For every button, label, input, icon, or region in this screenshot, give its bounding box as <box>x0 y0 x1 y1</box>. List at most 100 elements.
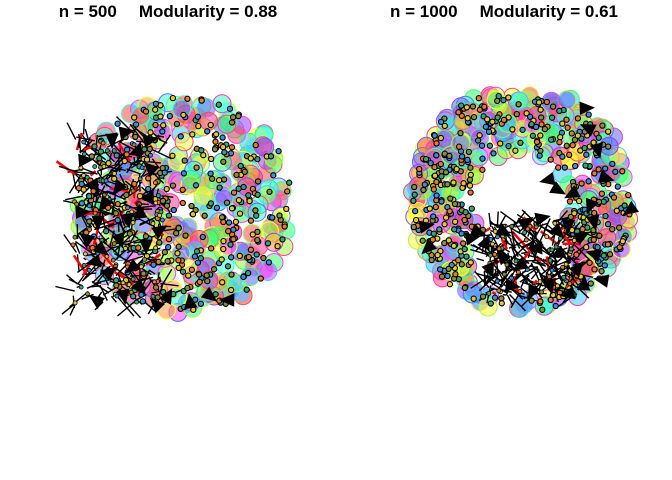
vertex <box>599 122 606 129</box>
vertex <box>252 207 259 214</box>
edge <box>133 276 154 284</box>
edge <box>508 267 511 270</box>
vertex <box>433 152 440 159</box>
vertex <box>141 146 148 153</box>
edge <box>507 255 515 269</box>
vertex <box>188 266 196 273</box>
vertex <box>175 264 182 272</box>
community-halo <box>199 111 219 131</box>
vertex <box>496 288 502 294</box>
vertex <box>102 228 110 235</box>
edge <box>514 253 518 258</box>
vertex <box>445 237 452 244</box>
edge <box>105 190 126 201</box>
arrowhead <box>527 241 543 255</box>
vertex <box>150 293 156 299</box>
vertex <box>605 128 612 135</box>
vertex <box>104 148 110 154</box>
vertex <box>566 198 574 205</box>
arrowhead <box>549 181 566 195</box>
vertex <box>218 256 225 263</box>
vertex <box>184 284 191 292</box>
vertex <box>207 200 215 207</box>
edge <box>497 271 510 292</box>
vertex <box>509 223 515 229</box>
vertex <box>207 155 215 163</box>
plot-title-left: n = 500 Modularity = 0.88 <box>0 2 336 22</box>
network-plot-left: n = 500 Modularity = 0.88 <box>0 2 336 322</box>
vertex <box>474 137 482 144</box>
vertex <box>481 103 488 110</box>
edge <box>110 295 117 303</box>
arrowhead <box>112 178 128 196</box>
vertex <box>254 191 261 198</box>
edge <box>508 239 527 249</box>
arrowhead <box>142 134 159 148</box>
vertex <box>185 272 192 279</box>
vertex <box>528 297 535 304</box>
vertex <box>579 226 586 233</box>
edge <box>76 234 90 252</box>
vertex <box>236 252 243 260</box>
vertex <box>175 243 182 250</box>
vertex <box>166 112 173 120</box>
edge <box>511 230 531 252</box>
vertex <box>585 111 592 118</box>
vertex <box>426 205 433 212</box>
vertex <box>490 150 497 157</box>
edge <box>55 285 75 292</box>
vertex <box>155 193 161 198</box>
vertex <box>223 199 231 206</box>
vertex <box>203 272 210 279</box>
vertex <box>458 261 465 268</box>
vertex <box>465 148 473 156</box>
vertex <box>616 244 623 251</box>
vertex <box>568 130 575 137</box>
vertex <box>241 168 248 175</box>
edge <box>129 123 146 144</box>
arrowhead <box>130 278 146 295</box>
vertex <box>87 227 92 232</box>
edge <box>158 276 162 283</box>
vertex <box>100 140 106 146</box>
vertex <box>458 102 465 109</box>
edge <box>105 212 112 216</box>
edge <box>83 257 87 261</box>
vertex <box>163 185 170 193</box>
vertex <box>197 255 204 262</box>
arrowhead <box>573 231 590 245</box>
edge <box>139 220 148 226</box>
edge <box>118 221 127 234</box>
vertex <box>189 131 196 138</box>
arrowhead <box>512 256 529 271</box>
vertex <box>543 98 551 106</box>
vertex <box>619 168 626 175</box>
edge <box>157 195 171 213</box>
vertex <box>78 180 85 188</box>
arrowhead <box>495 223 512 237</box>
edge <box>552 265 565 286</box>
vertex <box>152 121 159 129</box>
vertex <box>253 251 260 258</box>
vertex <box>123 191 130 199</box>
vertex <box>595 166 602 173</box>
edge <box>151 158 160 169</box>
arrowhead <box>143 161 160 178</box>
edge <box>536 260 546 272</box>
vertex <box>571 238 577 243</box>
vertex <box>625 191 632 199</box>
vertex <box>179 199 186 207</box>
vertex <box>484 116 491 123</box>
edge <box>58 165 78 173</box>
vertex <box>430 230 437 237</box>
vertex <box>215 101 222 108</box>
arrowhead <box>576 275 591 291</box>
vertex <box>513 110 520 118</box>
vertex <box>444 181 451 188</box>
vertex <box>455 109 462 116</box>
arrowhead <box>564 185 581 199</box>
vertex <box>129 293 137 300</box>
vertex <box>84 174 90 180</box>
vertex <box>500 116 508 124</box>
vertex <box>111 175 118 182</box>
